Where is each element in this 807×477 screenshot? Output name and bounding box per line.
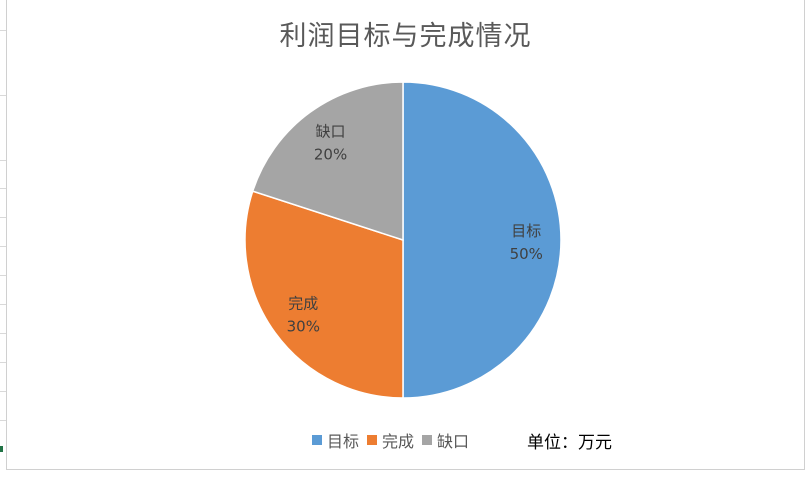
legend-label: 目标 bbox=[327, 432, 360, 451]
grid-line bbox=[0, 95, 6, 96]
grid-line bbox=[0, 304, 6, 305]
slice-percent-label: 20% bbox=[314, 145, 347, 163]
grid-line bbox=[0, 362, 6, 363]
pie-slice-1[interactable] bbox=[244, 190, 404, 399]
chart-area[interactable]: 利润目标与完成情况 目标 50% 完成 30% 缺口 20% 目标 完成 缺口 单位：万元 bbox=[6, 0, 805, 470]
grid-line bbox=[0, 246, 6, 247]
pie-chart[interactable]: 目标 50% 完成 30% 缺口 20% bbox=[7, 0, 806, 470]
legend-swatch bbox=[367, 435, 378, 445]
slice-category-label: 缺口 bbox=[316, 122, 346, 140]
grid-line bbox=[0, 160, 6, 161]
unit-note: 单位：万元 bbox=[527, 433, 612, 453]
legend-label: 完成 bbox=[382, 432, 415, 451]
grid-line bbox=[0, 188, 6, 189]
slice-category-label: 完成 bbox=[288, 294, 318, 312]
slice-percent-label: 30% bbox=[287, 317, 320, 335]
legend-swatch bbox=[422, 435, 433, 445]
grid-line bbox=[0, 420, 6, 421]
pie-slice-2[interactable] bbox=[251, 81, 404, 242]
grid-line bbox=[0, 391, 6, 392]
grid-line bbox=[0, 333, 6, 334]
fill-handle[interactable] bbox=[0, 446, 3, 452]
pie-slice-0[interactable] bbox=[402, 81, 562, 399]
legend-item-0[interactable]: 目标 bbox=[312, 428, 359, 452]
legend-swatch bbox=[312, 435, 322, 445]
legend-label: 缺口 bbox=[437, 432, 470, 451]
slice-category-label: 目标 bbox=[511, 222, 541, 240]
legend-item-2[interactable]: 缺口 bbox=[422, 428, 469, 452]
chart-title[interactable]: 利润目标与完成情况 bbox=[279, 21, 532, 52]
slice-percent-label: 50% bbox=[510, 245, 543, 263]
grid-line bbox=[0, 217, 6, 218]
legend[interactable]: 目标 完成 缺口 bbox=[312, 428, 477, 452]
legend-item-1[interactable]: 完成 bbox=[367, 428, 414, 452]
grid-line bbox=[0, 30, 6, 31]
grid-line bbox=[0, 275, 6, 276]
